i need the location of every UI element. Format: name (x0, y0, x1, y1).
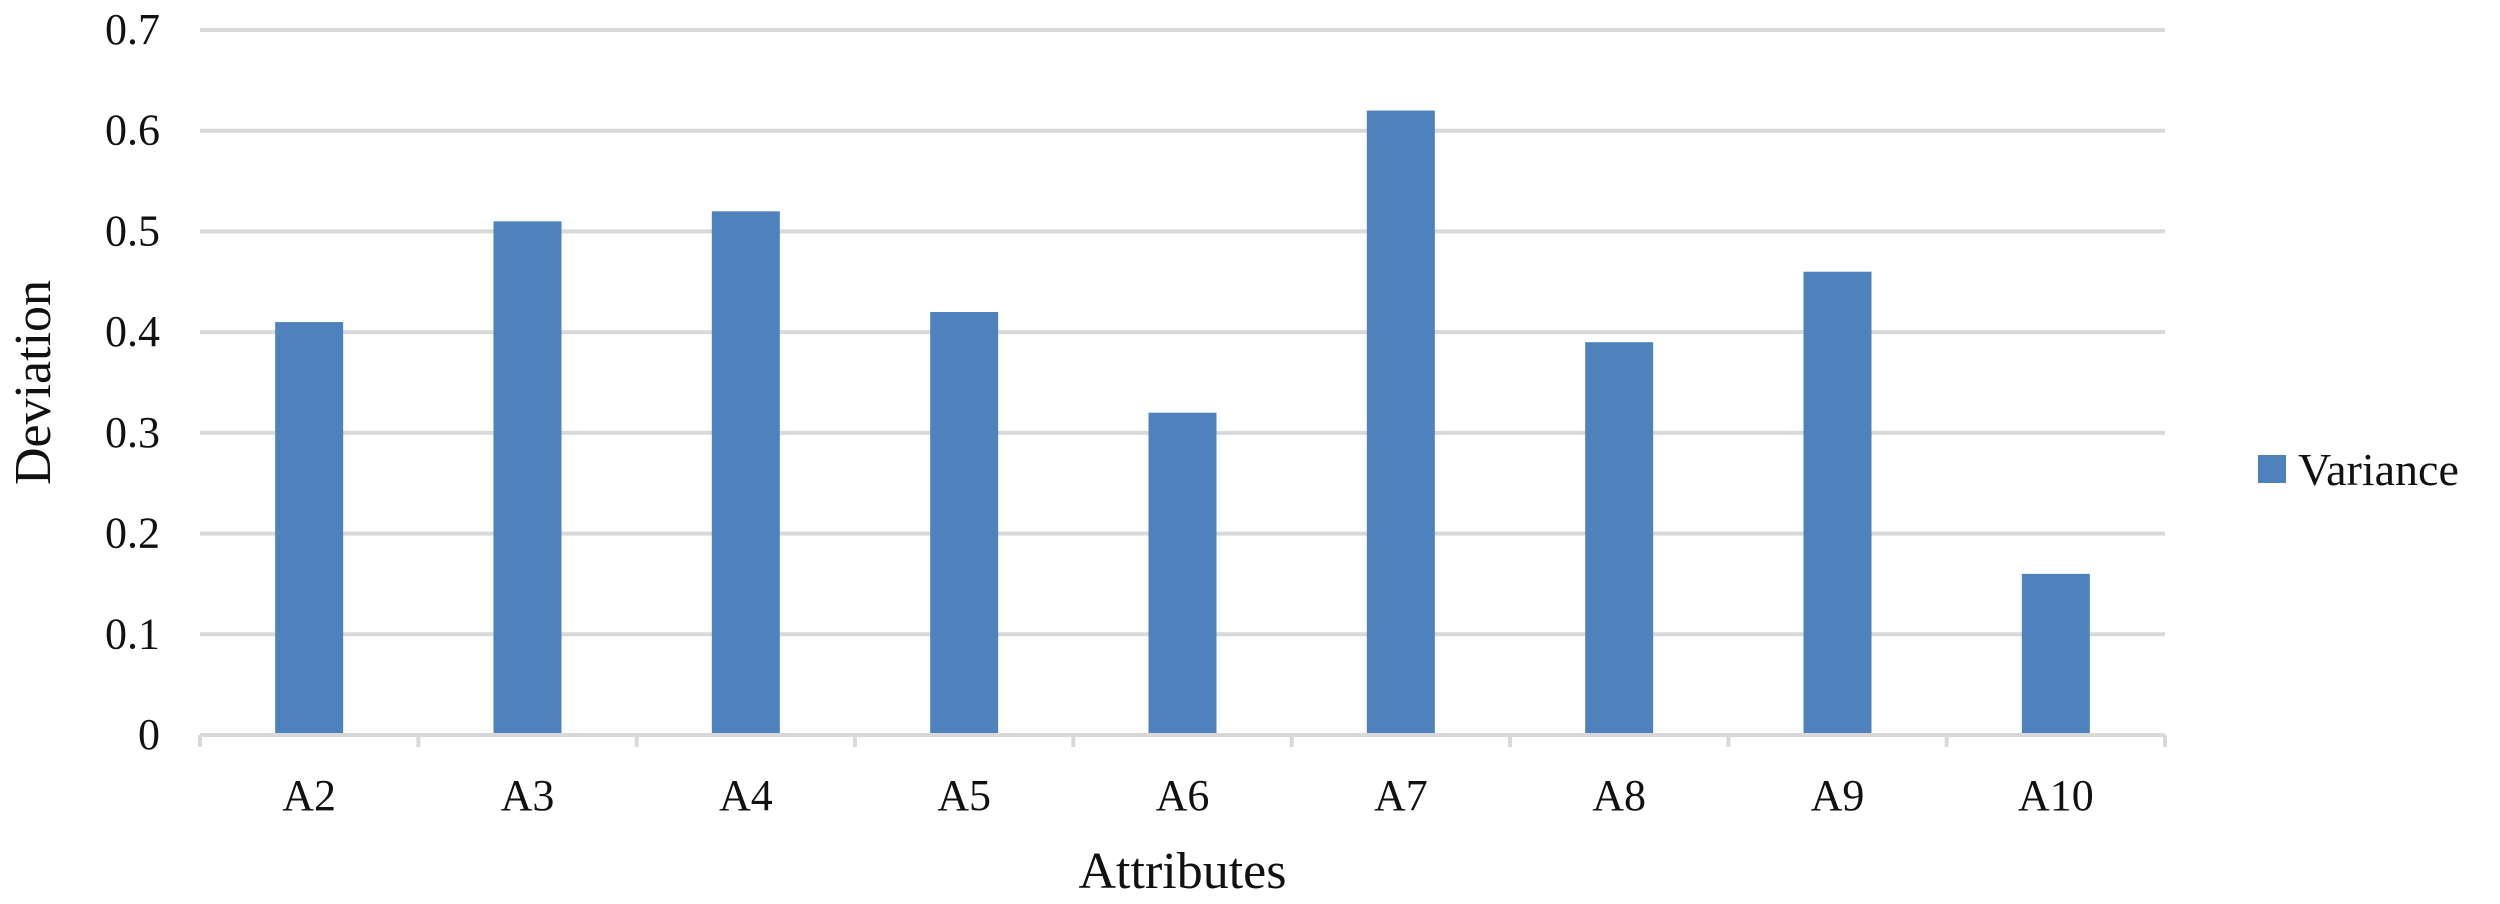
x-tick-labels: A2 A3 A4 A5 A6 A7 A8 A9 A10 (282, 771, 2093, 820)
y-tick-label: 0.4 (105, 307, 160, 356)
bar-a9 (1803, 271, 1872, 735)
x-tick-label: A8 (1592, 771, 1646, 820)
x-axis-title: Attributes (1079, 843, 1287, 900)
bar-a10 (2021, 573, 2090, 735)
x-tick-label: A9 (1811, 771, 1865, 820)
bar-a3 (493, 221, 562, 735)
bar-a5 (930, 312, 999, 735)
x-tick-label: A2 (282, 771, 336, 820)
y-tick-label: 0.6 (105, 106, 160, 155)
x-axis (198, 733, 2167, 747)
y-tick-label: 0.7 (105, 5, 160, 54)
legend-swatch-variance (2258, 455, 2286, 483)
bar-a2 (275, 322, 344, 735)
legend-label-variance: Variance (2298, 444, 2459, 495)
x-tick-label: A6 (1156, 771, 1210, 820)
bar-a8 (1585, 342, 1654, 735)
bar-a7 (1366, 110, 1435, 736)
bar-a6 (1148, 412, 1217, 735)
bar-a4 (711, 211, 780, 736)
legend: Variance (2258, 444, 2459, 495)
x-tick-label: A7 (1374, 771, 1428, 820)
y-tick-labels: 0 0.1 0.2 0.3 0.4 0.5 0.6 0.7 (105, 5, 160, 759)
y-tick-label: 0.1 (105, 609, 160, 658)
bars (275, 110, 2090, 736)
y-tick-label: 0.2 (105, 509, 160, 558)
x-tick-label: A5 (937, 771, 991, 820)
x-tick-label: A3 (501, 771, 555, 820)
x-tick-label: A4 (719, 771, 773, 820)
x-tick-label: A10 (2018, 771, 2094, 820)
y-tick-label: 0.3 (105, 408, 160, 457)
y-tick-label: 0.5 (105, 206, 160, 255)
y-axis-title: Deviation (5, 280, 62, 485)
y-tick-label: 0 (138, 710, 160, 759)
